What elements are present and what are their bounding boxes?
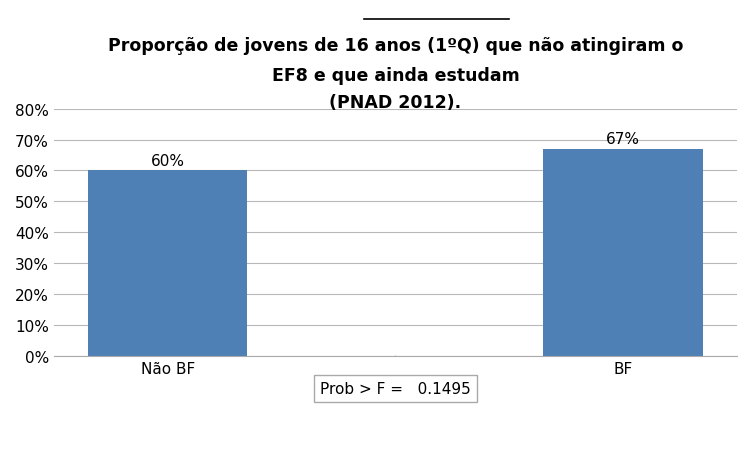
Text: (PNAD 2012).: (PNAD 2012). (329, 94, 462, 112)
Bar (88, 171, 247, 356)
Text: Prob > F =   0.1495: Prob > F = 0.1495 (320, 381, 471, 396)
Text: EF8 e que: EF8 e que (0, 450, 1, 451)
Bar (544, 149, 703, 356)
Text: 67%: 67% (606, 132, 640, 147)
Text: 60%: 60% (150, 154, 185, 169)
Text: Proporção de jovens de 16 anos (1ºQ) que não atingiram o: Proporção de jovens de 16 anos (1ºQ) que… (108, 37, 683, 55)
Text: EF8 e que ainda estudam: EF8 e que ainda estudam (271, 67, 520, 85)
